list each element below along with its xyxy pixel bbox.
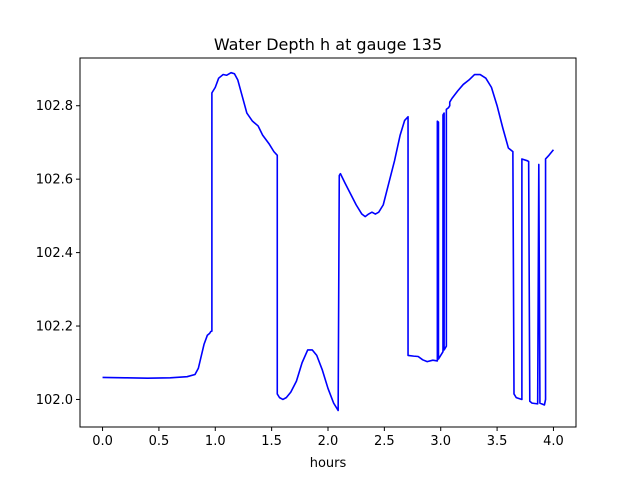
y-tick-label: 102.8 <box>36 99 73 114</box>
x-axis: 0.0 0.5 1.0 1.5 2.0 2.5 3.0 3.5 4.0 <box>92 427 564 449</box>
series-line-0 <box>102 71 555 412</box>
x-tick-label: 1.0 <box>205 434 226 449</box>
x-tick-label: 3.0 <box>430 434 451 449</box>
y-tick-label: 102.4 <box>36 246 73 261</box>
plot-area <box>102 71 555 412</box>
x-axis-label: hours <box>310 456 347 471</box>
x-tick-label: 2.5 <box>374 434 395 449</box>
x-tick-label: 4.0 <box>543 434 564 449</box>
chart-title: Water Depth h at gauge 135 <box>214 35 442 54</box>
y-tick-label: 102.0 <box>36 393 73 408</box>
x-tick-label: 1.5 <box>261 434 282 449</box>
x-tick-label: 0.0 <box>92 434 113 449</box>
y-tick-label: 102.6 <box>36 173 73 188</box>
y-tick-label: 102.2 <box>36 320 73 335</box>
plot-frame <box>79 57 577 428</box>
x-tick-label: 0.5 <box>149 434 170 449</box>
y-axis: 102.0 102.2 102.4 102.6 102.8 <box>36 99 80 408</box>
x-tick-label: 2.0 <box>318 434 339 449</box>
x-tick-label: 3.5 <box>487 434 508 449</box>
